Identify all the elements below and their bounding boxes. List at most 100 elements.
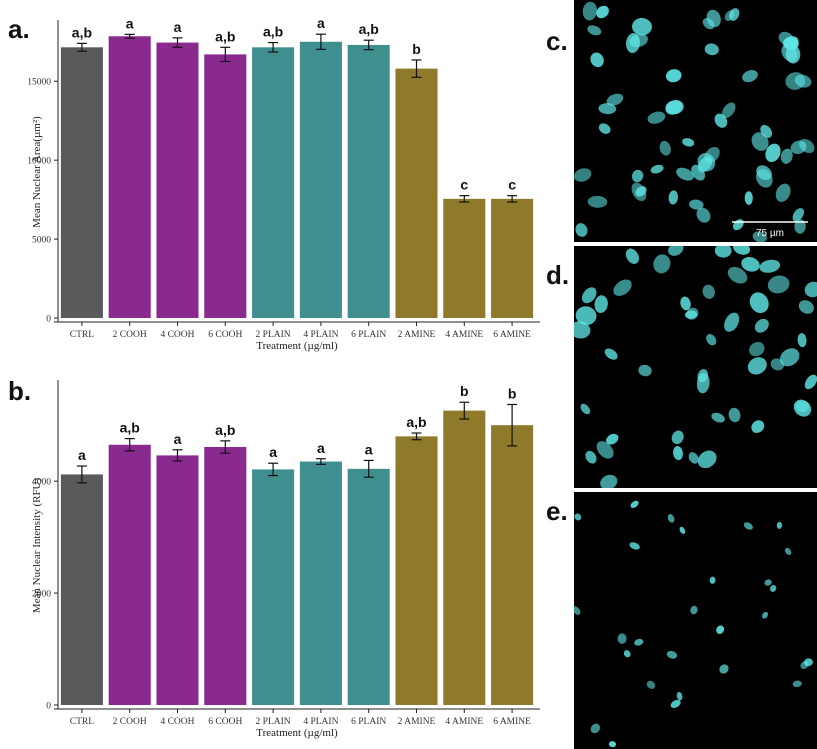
nucleus xyxy=(797,333,807,348)
nucleus xyxy=(751,420,765,433)
nucleus xyxy=(600,474,618,488)
nucleus xyxy=(798,300,814,314)
nucleus xyxy=(671,430,684,445)
significance-label: b xyxy=(460,383,469,399)
nucleus xyxy=(590,52,604,68)
x-tick-label: 2 PLAIN xyxy=(256,717,291,727)
nucleus xyxy=(770,585,777,592)
bar xyxy=(204,54,247,318)
nucleus xyxy=(580,403,591,415)
nucleus xyxy=(741,257,760,272)
x-tick-label: 2 COOH xyxy=(113,717,147,727)
x-tick-label: 4 COOH xyxy=(160,330,194,340)
nucleus xyxy=(702,284,715,299)
x-tick-label: 4 AMINE xyxy=(445,717,483,727)
nucleus xyxy=(765,143,781,163)
nucleus xyxy=(767,275,790,294)
significance-label: a,b xyxy=(359,21,379,37)
micrograph-e xyxy=(574,492,817,749)
bar xyxy=(204,447,247,705)
nucleus xyxy=(626,33,640,53)
nucleus xyxy=(668,190,678,205)
nucleus xyxy=(659,140,671,156)
nucleus xyxy=(799,138,815,154)
y-tick-label: 10000 xyxy=(27,157,51,167)
significance-label: a xyxy=(269,444,277,460)
nucleus xyxy=(629,542,640,550)
x-tick-label: 2 AMINE xyxy=(398,717,436,727)
x-tick-label: 6 AMINE xyxy=(493,330,531,340)
x-tick-label: CTRL xyxy=(70,330,94,340)
nucleus xyxy=(743,522,753,530)
nucleus xyxy=(724,312,740,332)
bar xyxy=(60,474,103,705)
bar xyxy=(491,425,534,705)
nucleus xyxy=(665,100,684,115)
nucleus xyxy=(749,341,765,357)
nucleus xyxy=(623,650,631,658)
nucleus xyxy=(625,248,639,264)
nucleus xyxy=(680,296,691,311)
nucleus xyxy=(756,165,772,181)
y-tick-label: 4000 xyxy=(32,478,51,488)
bar xyxy=(156,455,199,705)
nucleus xyxy=(696,373,710,394)
significance-label: a,b xyxy=(120,420,140,436)
panel-label-c: c. xyxy=(546,26,568,56)
bar xyxy=(60,47,103,319)
nucleus xyxy=(606,433,619,445)
y-axis-title: Mean Nuclear Area(µm²) xyxy=(31,116,43,228)
bar xyxy=(252,469,295,705)
significance-label: a xyxy=(126,15,134,31)
x-tick-label: 6 COOH xyxy=(208,717,242,727)
nucleus xyxy=(632,17,652,36)
nucleus xyxy=(598,103,617,115)
nucleus xyxy=(682,138,695,147)
nucleus xyxy=(608,741,617,748)
bar xyxy=(395,68,438,319)
nucleus xyxy=(780,148,793,164)
x-tick-label: 4 PLAIN xyxy=(303,330,338,340)
nucleus xyxy=(634,638,644,646)
bar xyxy=(443,410,486,705)
scale-bar-label: 75 µm xyxy=(756,228,784,239)
nucleus xyxy=(575,306,597,326)
nucleus xyxy=(650,164,664,174)
nucleus xyxy=(590,723,601,734)
nuclear-area-chart: 0 5000 10000 15000 a,b CTRL a 2 COOH a 4 COOH a,b 6… xyxy=(27,15,540,352)
nucleus xyxy=(598,123,611,134)
nucleus xyxy=(719,664,729,674)
significance-label: c xyxy=(460,177,468,193)
bar xyxy=(252,47,295,319)
bar xyxy=(395,436,438,705)
nucleus xyxy=(764,579,772,586)
nucleus xyxy=(630,500,639,508)
significance-label: a,b xyxy=(215,422,235,438)
bar xyxy=(299,41,342,318)
x-tick-label: 4 PLAIN xyxy=(303,717,338,727)
significance-label: a,b xyxy=(72,24,92,40)
y-tick-label: 15000 xyxy=(27,78,51,88)
nucleus xyxy=(606,93,624,106)
x-tick-label: CTRL xyxy=(70,717,94,727)
nucleus xyxy=(670,699,681,709)
nucleus xyxy=(732,219,744,231)
nucleus xyxy=(706,334,717,346)
nucleus xyxy=(574,606,581,615)
bar xyxy=(491,198,534,318)
nucleus xyxy=(792,680,802,688)
bar xyxy=(347,44,390,318)
significance-label: a,b xyxy=(215,28,235,44)
panel-label-b: b. xyxy=(8,376,32,406)
nucleus xyxy=(684,310,698,319)
nucleus xyxy=(784,547,792,555)
x-tick-label: 2 COOH xyxy=(113,330,147,340)
nucleus xyxy=(585,450,597,464)
x-tick-label: 6 PLAIN xyxy=(351,717,386,727)
nucleus xyxy=(804,374,817,390)
x-tick-label: 2 PLAIN xyxy=(256,330,291,340)
nucleus xyxy=(804,281,817,298)
nucleus xyxy=(762,611,769,619)
nucleus xyxy=(676,691,683,701)
x-tick-label: 6 AMINE xyxy=(493,717,531,727)
